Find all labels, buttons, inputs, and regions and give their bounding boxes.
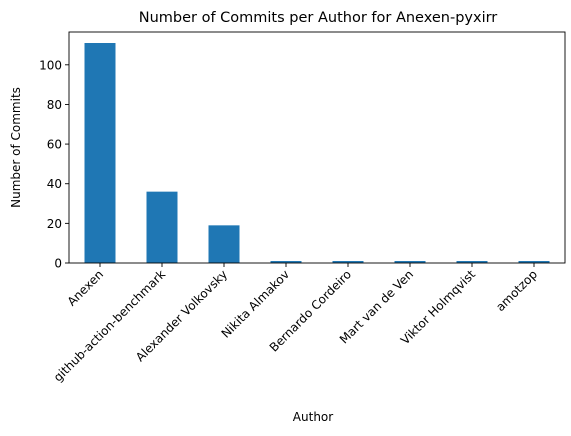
- chart-title: Number of Commits per Author for Anexen-…: [139, 10, 498, 26]
- y-tick-label-5: 100: [39, 58, 62, 72]
- y-axis-ticks: 0 20 40 60 80 100: [39, 58, 69, 271]
- y-tick-label-2: 40: [47, 177, 62, 191]
- bar-7: [518, 261, 550, 263]
- y-tick-label-1: 20: [47, 217, 62, 231]
- bars-group: [84, 43, 550, 263]
- x-tick-label-0: Anexen: [65, 267, 107, 309]
- plot-area: 0 20 40 60 80 100 Anexengithub-action-benchma…: [39, 31, 566, 384]
- bar-0: [84, 43, 116, 263]
- y-tick-label-3: 60: [47, 138, 62, 152]
- bar-4: [332, 261, 364, 263]
- bar-5: [394, 261, 426, 263]
- bar-3: [270, 261, 302, 263]
- bar-1: [146, 191, 178, 263]
- y-tick-label-0: 0: [54, 257, 62, 271]
- bar-2: [208, 225, 240, 263]
- y-axis-label: Number of Commits: [9, 87, 23, 208]
- x-tick-label-1: github-action-benchmark: [51, 267, 168, 384]
- bar-6: [456, 261, 488, 263]
- y-tick-label-4: 80: [47, 98, 62, 112]
- axes-frame: [68, 31, 566, 264]
- x-tick-label-7: amotzop: [493, 267, 540, 314]
- x-axis-label: Author: [293, 410, 333, 424]
